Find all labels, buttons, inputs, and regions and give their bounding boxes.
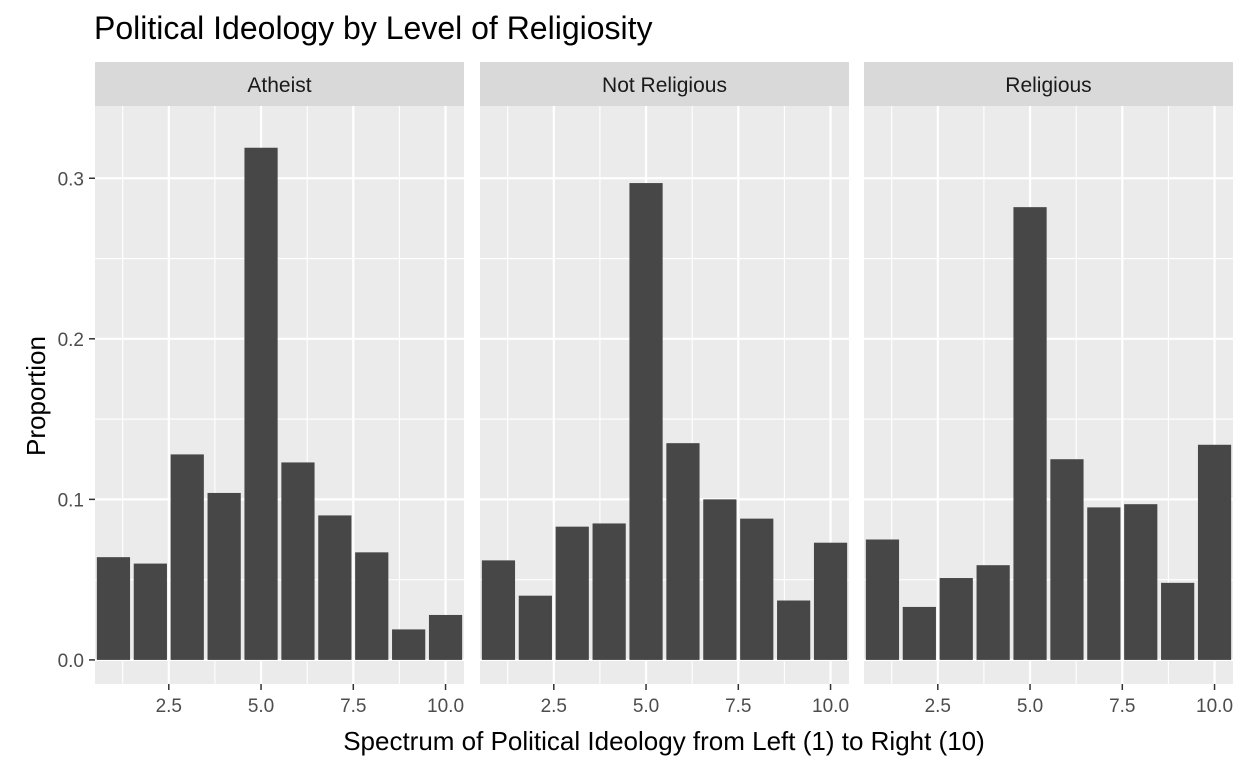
- bar: [1124, 504, 1158, 660]
- y-tick-label: 0.0: [58, 651, 84, 672]
- facet-strip-label: Atheist: [247, 74, 311, 97]
- x-tick-label: 2.5: [156, 696, 182, 717]
- bar: [555, 526, 589, 660]
- bar: [1197, 444, 1232, 660]
- facet-panel: Atheist 2.5 5.0 7.5 10.0: [95, 62, 464, 717]
- bar: [902, 606, 936, 660]
- bar: [740, 518, 774, 660]
- facet-panels: Atheist 2.5 5.0 7.5 10.0 Not Religious 2.5 5.0 7…: [95, 62, 1233, 717]
- bar: [939, 578, 973, 660]
- x-tick-label: 7.5: [1109, 696, 1135, 717]
- bar: [244, 147, 278, 660]
- facet-strip: [480, 62, 849, 106]
- bar: [1050, 459, 1084, 660]
- y-axis-title: Proportion: [21, 336, 51, 456]
- bar: [592, 523, 626, 660]
- y-tick-label: 0.1: [58, 490, 84, 511]
- x-tick-label: 2.5: [541, 696, 567, 717]
- x-tick-label: 10.0: [812, 696, 849, 717]
- facet-strip-label: Religious: [1005, 74, 1091, 97]
- x-tick-label: 10.0: [1196, 696, 1233, 717]
- bar: [703, 499, 737, 660]
- facet-panel: Religious 2.5 5.0 7.5 10.0: [864, 62, 1233, 717]
- facet-strip: [95, 62, 464, 106]
- bar: [777, 600, 811, 660]
- x-tick-label: 7.5: [340, 696, 366, 717]
- bar: [133, 563, 167, 660]
- bar: [355, 552, 389, 660]
- bar: [392, 629, 426, 660]
- chart-title: Political Ideology by Level of Religiosi…: [94, 10, 653, 46]
- x-tick-label: 5.0: [248, 696, 274, 717]
- bar: [666, 443, 700, 660]
- bar: [281, 462, 315, 660]
- x-tick-label: 2.5: [925, 696, 951, 717]
- bar: [318, 515, 352, 660]
- y-tick-label: 0.2: [58, 330, 84, 351]
- facet-strip: [864, 62, 1233, 106]
- bar: [170, 454, 204, 660]
- bar: [1013, 207, 1047, 660]
- bar: [481, 560, 516, 660]
- x-tick-label: 5.0: [633, 696, 659, 717]
- x-tick-label: 7.5: [725, 696, 751, 717]
- bar: [428, 614, 463, 660]
- bar: [1087, 507, 1121, 660]
- bar: [1161, 582, 1195, 660]
- panel-background: [480, 106, 849, 684]
- bar: [865, 539, 900, 660]
- x-axis-title: Spectrum of Political Ideology from Left…: [343, 726, 985, 756]
- facet-strip-label: Not Religious: [602, 74, 727, 97]
- bar: [976, 565, 1010, 660]
- bar: [813, 542, 848, 660]
- x-tick-label: 5.0: [1017, 696, 1043, 717]
- bar: [96, 557, 131, 660]
- y-axis: 0.0 0.1 0.2 0.3: [58, 169, 95, 672]
- bar: [207, 492, 241, 660]
- bar: [629, 183, 663, 660]
- x-tick-label: 10.0: [427, 696, 464, 717]
- bar: [518, 595, 552, 660]
- y-tick-label: 0.3: [58, 169, 84, 190]
- facet-panel: Not Religious 2.5 5.0 7.5 10.0: [480, 62, 849, 717]
